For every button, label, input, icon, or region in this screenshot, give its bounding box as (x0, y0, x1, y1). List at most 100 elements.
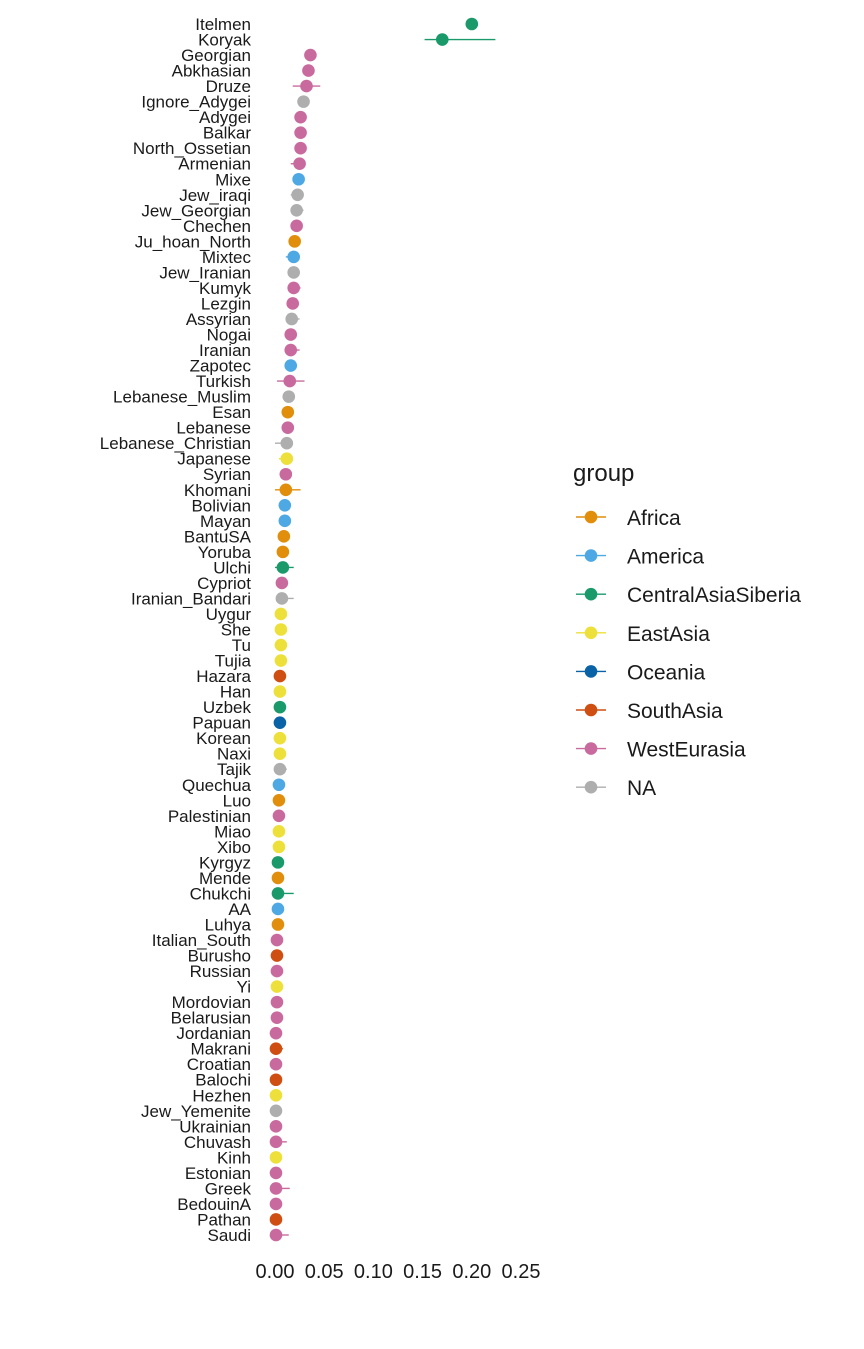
y-tick-label-lezgin: Lezgin (201, 294, 251, 313)
legend-key-dot-oceania (584, 665, 598, 678)
data-point-bantusa (277, 530, 291, 543)
y-tick-label-ukrainian: Ukrainian (179, 1117, 251, 1136)
data-point-itelmen (465, 17, 479, 31)
data-point-mende (271, 871, 285, 885)
data-point-kyrgyz (271, 856, 285, 869)
y-tick-label-jew-georgian: Jew_Georgian (141, 201, 251, 220)
data-point-yoruba (276, 545, 290, 559)
y-tick-label-bedouina: BedouinA (177, 1195, 251, 1214)
y-tick-label-naxi: Naxi (217, 745, 251, 764)
legend-label-america: America (627, 546, 704, 569)
y-tick-label-zapotec: Zapotec (190, 357, 252, 376)
y-tick-label-balochi: Balochi (195, 1071, 251, 1090)
data-point-jew-georgian (290, 204, 303, 217)
y-tick-label-jordanian: Jordanian (176, 1024, 251, 1043)
data-point-mordovian (270, 995, 284, 1009)
data-point-esan (281, 405, 295, 419)
y-tick-label-ulchi: Ulchi (213, 558, 251, 577)
data-point-bedouina (269, 1197, 283, 1211)
legend-key-dot-america (584, 549, 598, 562)
data-point-uygur (274, 607, 288, 621)
data-point-jew-iraqi (291, 188, 304, 202)
y-axis-labels: ItelmenKoryakGeorgianAbkhasianDruzeIgnor… (100, 15, 252, 1245)
y-tick-label-burusho: Burusho (188, 947, 251, 966)
y-tick-label-mordovian: Mordovian (172, 993, 251, 1012)
y-tick-label-korean: Korean (196, 729, 251, 748)
y-tick-label-makrani: Makrani (191, 1040, 251, 1059)
y-tick-label-lebanese: Lebanese (176, 419, 251, 438)
data-point-russian (270, 964, 284, 978)
y-tick-label-russian: Russian (190, 962, 251, 981)
data-point-turkish (283, 374, 297, 388)
data-point-lebanese-christian (280, 436, 294, 450)
y-tick-label-bantusa: BantuSA (184, 527, 252, 546)
data-point-greek (269, 1182, 283, 1195)
y-tick-label-balkar: Balkar (203, 124, 252, 143)
data-point-koryak (435, 33, 449, 46)
data-point-north-ossetian (294, 141, 307, 155)
legend-key-dot-na (584, 780, 598, 794)
data-point-tajik (273, 762, 287, 776)
legend-key-dot-westeurasia (584, 742, 598, 755)
x-tick-label-2: 0.10 (354, 1261, 393, 1283)
data-point-croatian (269, 1057, 283, 1071)
y-tick-label-pathan: Pathan (197, 1210, 251, 1229)
y-tick-label-turkish: Turkish (196, 372, 251, 391)
y-tick-label-iranian-bandari: Iranian_Bandari (131, 589, 251, 608)
y-tick-label-papuan: Papuan (192, 714, 251, 733)
data-point-kinh (269, 1151, 283, 1164)
y-tick-label-croatian: Croatian (187, 1055, 251, 1074)
y-tick-label-jew-yemenite: Jew_Yemenite (141, 1102, 251, 1121)
y-tick-label-druze: Druze (206, 77, 251, 96)
data-point-chechen (290, 219, 303, 233)
data-point-hazara (273, 669, 287, 683)
y-tick-label-chuvash: Chuvash (184, 1133, 251, 1152)
data-point-lezgin (286, 297, 300, 310)
y-tick-label-belarusian: Belarusian (171, 1009, 251, 1028)
data-point-italian-south (270, 933, 284, 947)
y-tick-label-she: She (221, 621, 251, 640)
data-point-abkhasian (302, 64, 315, 77)
data-point-nogai (284, 328, 298, 341)
y-tick-label-kyrgyz: Kyrgyz (199, 853, 251, 872)
x-axis-tick-labels: 0.00 0.05 0.10 0.15 0.20 0.25 (256, 1261, 541, 1283)
data-point-jew-iranian (287, 266, 300, 279)
y-tick-label-lebanese-muslim: Lebanese_Muslim (113, 388, 251, 407)
y-tick-label-yoruba: Yoruba (198, 543, 252, 562)
legend: group Africa America CentralAsiaSiberia Eas… (573, 460, 801, 800)
y-tick-label-adygei: Adygei (199, 108, 251, 127)
y-tick-label-chechen: Chechen (183, 217, 251, 236)
data-point-hezhen (269, 1088, 283, 1102)
data-point-georgian (304, 48, 317, 62)
legend-key-dot-africa (584, 510, 598, 524)
data-point-miao (272, 825, 286, 838)
data-point-yi (270, 980, 284, 993)
data-point-lebanese-muslim (282, 390, 296, 403)
y-tick-label-saudi: Saudi (208, 1226, 251, 1245)
y-tick-label-miao: Miao (214, 822, 251, 841)
data-point-ju-hoan-north (288, 235, 301, 248)
y-tick-label-mixtec: Mixtec (202, 248, 252, 267)
data-point-tujia (274, 654, 288, 667)
y-tick-label-syrian: Syrian (203, 465, 251, 484)
y-tick-label-lebanese-christian: Lebanese_Christian (100, 434, 251, 453)
data-point-japanese (280, 452, 294, 466)
y-tick-label-kinh: Kinh (217, 1148, 251, 1167)
y-tick-label-itelmen: Itelmen (195, 15, 251, 34)
data-point-bolivian (278, 498, 292, 512)
data-point-pathan (269, 1213, 283, 1226)
legend-label-eastasia: EastAsia (627, 623, 710, 646)
legend-label-westeurasia: WestEurasia (627, 739, 746, 762)
x-tick-label-0: 0.00 (256, 1261, 295, 1283)
x-tick-label-1: 0.05 (305, 1261, 344, 1283)
y-tick-label-nogai: Nogai (207, 326, 251, 345)
legend-key-dot-centralasiasiberia (584, 587, 598, 601)
y-tick-label-aa: AA (228, 900, 251, 919)
y-tick-label-greek: Greek (205, 1179, 252, 1198)
data-point-estonian (269, 1166, 283, 1180)
data-point-assyrian (285, 312, 299, 326)
data-point-saudi (269, 1228, 283, 1242)
data-point-iranian (284, 343, 298, 357)
data-point-ignore-adygei (297, 95, 310, 108)
